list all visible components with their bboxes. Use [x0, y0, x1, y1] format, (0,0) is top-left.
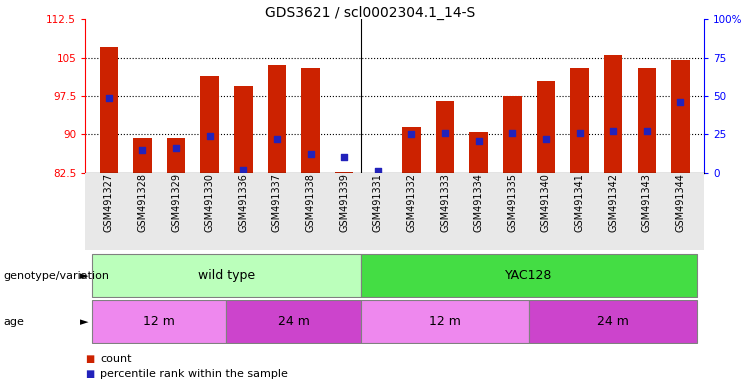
Text: genotype/variation: genotype/variation	[4, 271, 110, 281]
Bar	[335, 172, 353, 173]
Bar	[361, 300, 529, 343]
Point	[271, 136, 283, 142]
Point	[506, 130, 518, 136]
Point	[540, 136, 552, 142]
Text: GSM491330: GSM491330	[205, 173, 215, 232]
Text: ►: ►	[80, 271, 88, 281]
Text: GSM491339: GSM491339	[339, 173, 349, 232]
Text: 12 m: 12 m	[429, 315, 461, 328]
Text: GSM491334: GSM491334	[473, 173, 484, 232]
Text: YAC128: YAC128	[505, 269, 553, 282]
Bar	[637, 68, 656, 173]
Point	[204, 133, 216, 139]
Point	[305, 151, 316, 157]
Text: 24 m: 24 m	[597, 315, 629, 328]
Bar	[402, 127, 421, 173]
Point	[473, 137, 485, 144]
Bar	[529, 300, 697, 343]
Text: GDS3621 / scl0002304.1_14-S: GDS3621 / scl0002304.1_14-S	[265, 6, 476, 20]
Text: GSM491342: GSM491342	[608, 173, 618, 232]
Point	[338, 154, 350, 161]
Text: age: age	[4, 317, 24, 327]
Text: GSM491329: GSM491329	[171, 173, 181, 232]
Bar	[92, 300, 227, 343]
Bar	[604, 55, 622, 173]
Bar	[227, 300, 361, 343]
Text: GSM491341: GSM491341	[574, 173, 585, 232]
Point	[641, 128, 653, 134]
Text: GSM491344: GSM491344	[675, 173, 685, 232]
Bar	[361, 254, 697, 297]
Bar	[302, 68, 320, 173]
Point	[574, 130, 585, 136]
Point	[674, 99, 686, 105]
Bar	[268, 65, 286, 173]
Text: 12 m: 12 m	[143, 315, 175, 328]
Point	[607, 128, 619, 134]
Bar	[536, 81, 555, 173]
Bar	[99, 47, 118, 173]
Point	[439, 130, 451, 136]
Text: ■: ■	[85, 369, 94, 379]
Bar	[671, 60, 690, 173]
Point	[103, 94, 115, 101]
Bar	[167, 139, 185, 173]
Text: GSM491327: GSM491327	[104, 173, 114, 232]
Text: GSM491338: GSM491338	[305, 173, 316, 232]
Point	[136, 147, 148, 153]
Text: GSM491343: GSM491343	[642, 173, 652, 232]
Text: GSM491331: GSM491331	[373, 173, 383, 232]
Point	[237, 167, 249, 173]
Text: percentile rank within the sample: percentile rank within the sample	[100, 369, 288, 379]
Bar	[503, 96, 522, 173]
Point	[170, 145, 182, 151]
Bar	[234, 86, 253, 173]
Text: count: count	[100, 354, 132, 364]
Bar	[436, 101, 454, 173]
Text: ■: ■	[85, 354, 94, 364]
Bar	[469, 132, 488, 173]
Text: GSM491328: GSM491328	[137, 173, 147, 232]
Point	[372, 168, 384, 174]
Bar	[571, 68, 589, 173]
Text: GSM491333: GSM491333	[440, 173, 450, 232]
Text: GSM491336: GSM491336	[239, 173, 248, 232]
Text: GSM491340: GSM491340	[541, 173, 551, 232]
Text: GSM491332: GSM491332	[406, 173, 416, 232]
Text: 24 m: 24 m	[278, 315, 310, 328]
Text: wild type: wild type	[198, 269, 255, 282]
Point	[405, 131, 417, 137]
Bar	[133, 138, 152, 173]
Bar	[200, 76, 219, 173]
Bar	[92, 254, 361, 297]
Text: ►: ►	[80, 317, 88, 327]
Text: GSM491337: GSM491337	[272, 173, 282, 232]
Text: GSM491335: GSM491335	[508, 173, 517, 232]
